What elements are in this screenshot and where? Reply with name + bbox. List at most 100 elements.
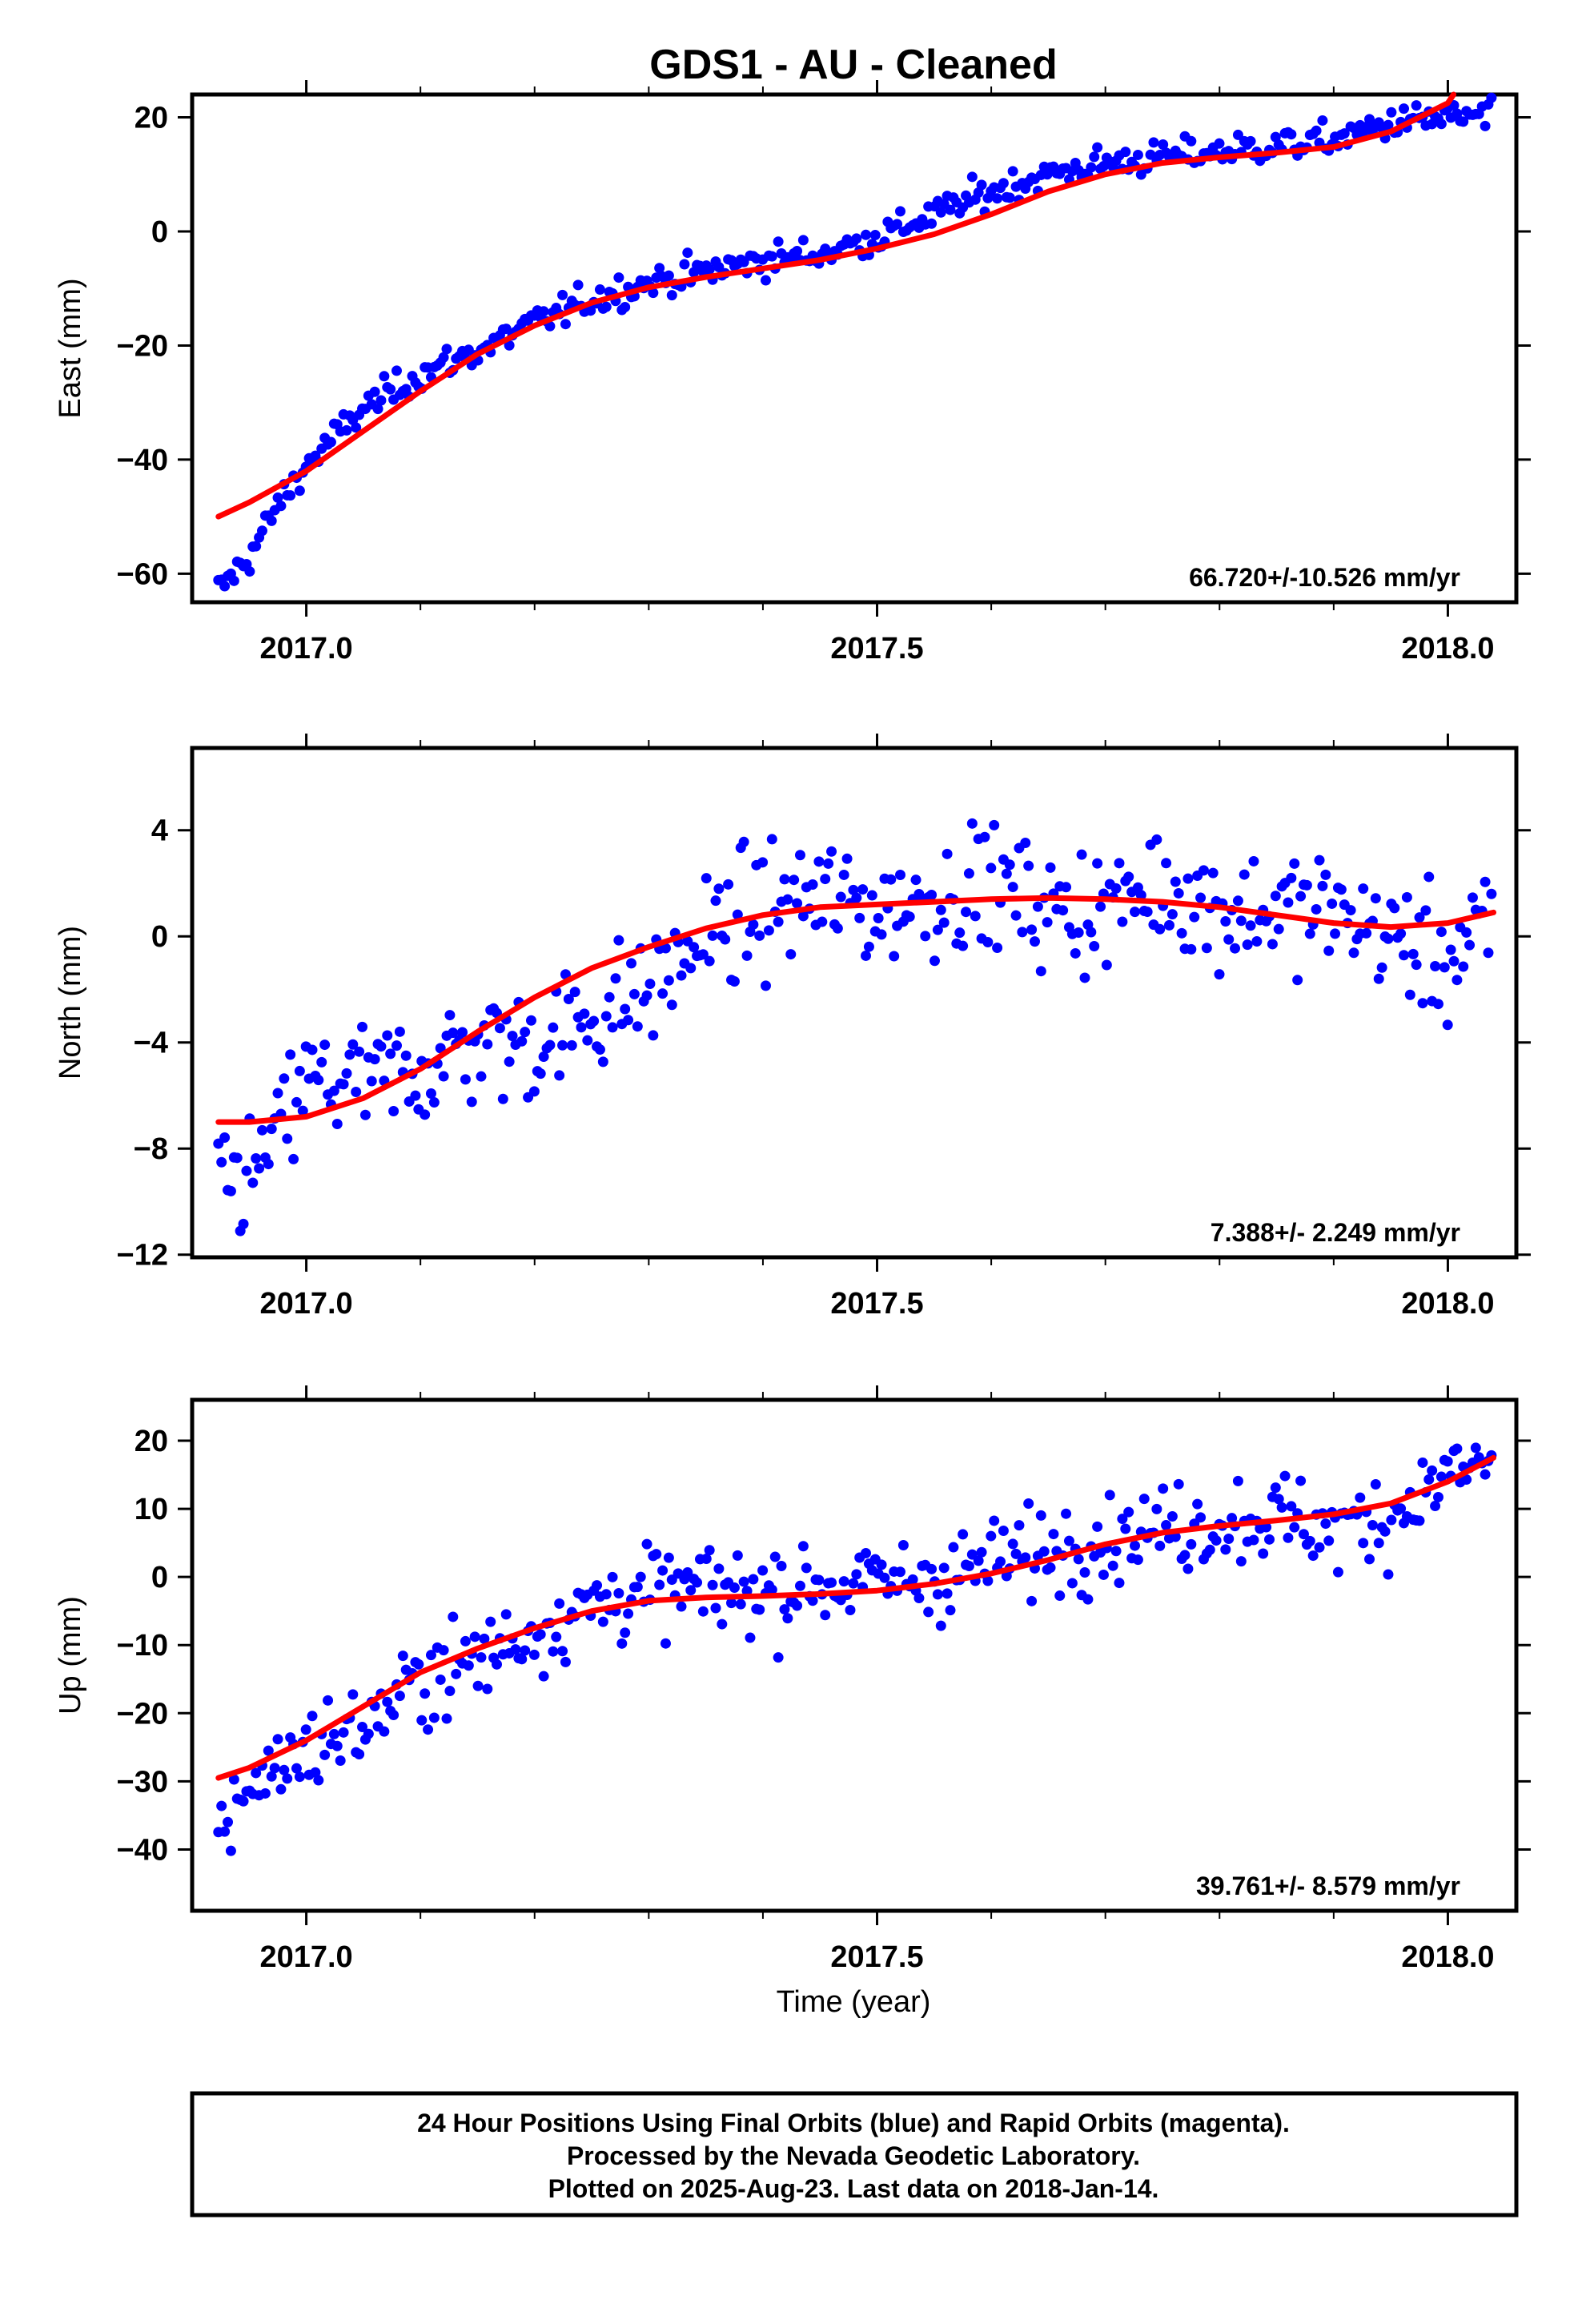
data-point bbox=[375, 395, 387, 406]
data-point bbox=[854, 912, 865, 923]
data-point bbox=[263, 1745, 274, 1756]
data-point bbox=[1386, 107, 1397, 118]
data-point bbox=[626, 958, 637, 969]
data-point bbox=[251, 1767, 262, 1779]
data-point bbox=[663, 270, 674, 281]
data-point bbox=[648, 287, 659, 299]
data-point bbox=[1480, 120, 1491, 131]
y-axis-title: East (mm) bbox=[54, 278, 87, 418]
data-point bbox=[494, 1023, 505, 1034]
data-point bbox=[1148, 137, 1159, 148]
data-point bbox=[835, 891, 846, 903]
data-point bbox=[1323, 945, 1335, 956]
data-point bbox=[1264, 1534, 1275, 1545]
data-point bbox=[641, 1538, 652, 1550]
data-point bbox=[328, 1728, 339, 1739]
data-point bbox=[428, 1097, 440, 1108]
y-tick-label: −20 bbox=[117, 329, 168, 363]
data-point bbox=[244, 566, 255, 577]
data-point bbox=[497, 1093, 508, 1104]
data-point bbox=[1135, 890, 1146, 901]
data-point bbox=[657, 1565, 669, 1576]
data-point bbox=[216, 1156, 227, 1168]
data-point bbox=[528, 1649, 540, 1660]
data-point bbox=[1395, 1503, 1407, 1514]
data-point bbox=[263, 1159, 274, 1170]
data-point bbox=[266, 1124, 277, 1135]
data-point bbox=[613, 1587, 624, 1598]
data-point bbox=[1417, 1457, 1428, 1468]
data-point bbox=[538, 306, 549, 317]
data-point bbox=[548, 1646, 559, 1657]
data-point bbox=[241, 1165, 252, 1176]
data-point bbox=[666, 999, 677, 1011]
data-point bbox=[597, 1056, 608, 1068]
data-point bbox=[1048, 1529, 1059, 1540]
data-point bbox=[1214, 138, 1225, 149]
data-point bbox=[388, 1106, 400, 1117]
data-point bbox=[597, 1616, 608, 1627]
data-point bbox=[685, 963, 697, 974]
data-point bbox=[476, 1071, 487, 1082]
data-point bbox=[986, 1530, 997, 1542]
data-point bbox=[1245, 135, 1256, 147]
y-tick-label: −12 bbox=[117, 1239, 168, 1273]
y-tick-label: −10 bbox=[117, 1629, 168, 1663]
data-point bbox=[797, 1541, 809, 1552]
data-point bbox=[779, 1604, 790, 1615]
y-axis-title: North (mm) bbox=[54, 926, 87, 1080]
data-point bbox=[363, 1728, 374, 1739]
data-point bbox=[1330, 928, 1341, 939]
data-point bbox=[1107, 1560, 1118, 1571]
data-point bbox=[1186, 1538, 1197, 1550]
data-point bbox=[557, 1646, 568, 1657]
data-point bbox=[528, 1086, 540, 1097]
data-point bbox=[970, 911, 981, 922]
data-point bbox=[1373, 1538, 1384, 1549]
data-point bbox=[1214, 969, 1225, 980]
data-point bbox=[1092, 858, 1103, 869]
data-point bbox=[1092, 1521, 1103, 1532]
data-point bbox=[904, 911, 915, 923]
data-point bbox=[1358, 883, 1369, 895]
data-point bbox=[954, 927, 966, 939]
data-point bbox=[1242, 939, 1253, 951]
x-tick-label: 2017.5 bbox=[830, 632, 923, 665]
data-point bbox=[482, 1683, 493, 1695]
data-point bbox=[1192, 1498, 1203, 1510]
data-point bbox=[660, 1638, 671, 1649]
data-point bbox=[1417, 998, 1428, 1009]
data-point bbox=[1335, 884, 1347, 895]
data-point bbox=[400, 1050, 412, 1061]
data-point bbox=[1407, 948, 1419, 959]
data-point bbox=[331, 1118, 343, 1129]
x-tick-label: 2018.0 bbox=[1401, 1940, 1494, 1974]
y-tick-label: 20 bbox=[135, 101, 168, 135]
data-point bbox=[613, 935, 624, 946]
data-point bbox=[1026, 1595, 1038, 1606]
data-point bbox=[632, 1021, 643, 1032]
data-point bbox=[610, 973, 621, 984]
data-point bbox=[251, 1153, 262, 1164]
y-axis-title: Up (mm) bbox=[54, 1596, 87, 1715]
data-point bbox=[628, 988, 640, 999]
data-point bbox=[701, 873, 712, 884]
data-point bbox=[323, 1695, 334, 1706]
data-point bbox=[228, 575, 239, 586]
data-point bbox=[1086, 162, 1097, 173]
data-point bbox=[1386, 1514, 1397, 1526]
data-point bbox=[1232, 129, 1243, 140]
y-tick-label: 10 bbox=[135, 1493, 168, 1526]
data-point bbox=[1073, 927, 1084, 939]
data-point bbox=[1023, 1498, 1034, 1509]
data-point bbox=[1201, 943, 1212, 954]
data-point bbox=[319, 1749, 331, 1760]
data-point bbox=[654, 1579, 665, 1590]
data-point bbox=[948, 1542, 959, 1553]
data-point bbox=[231, 1152, 243, 1164]
data-point bbox=[1070, 947, 1081, 959]
data-point bbox=[391, 1040, 402, 1051]
data-point bbox=[1367, 1519, 1378, 1530]
data-point bbox=[485, 1616, 496, 1627]
trend-fit-line bbox=[215, 895, 1496, 1125]
